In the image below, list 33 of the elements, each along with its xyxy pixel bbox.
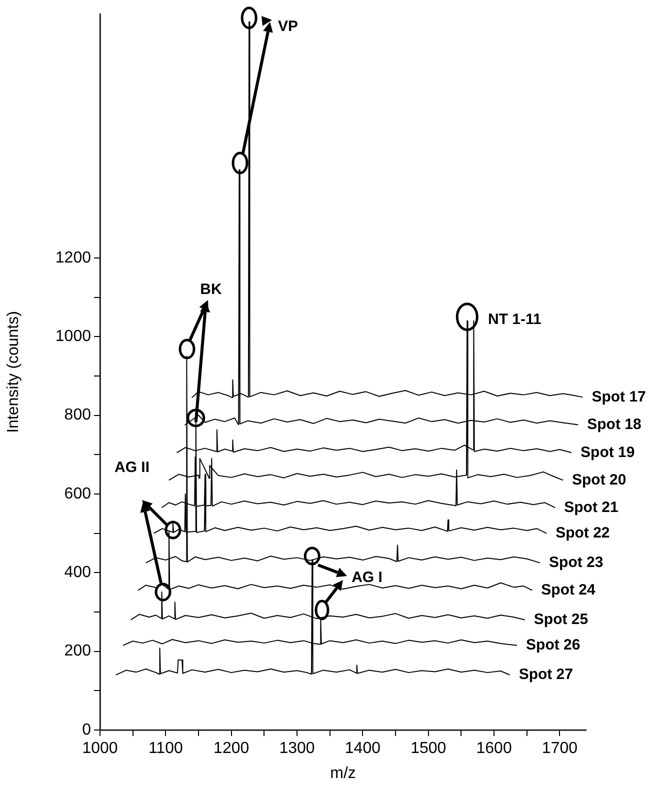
series-label: Spot 20	[572, 471, 626, 488]
series-label: Spot 22	[556, 524, 610, 542]
series-label: Spot 27	[518, 666, 574, 684]
series-label: Spot 19	[580, 444, 635, 461]
series-label: Spot 23	[549, 554, 604, 571]
y-tick-label: 400	[64, 564, 92, 582]
annotation: BK	[200, 281, 222, 298]
annotation: NT 1-11	[488, 311, 542, 328]
y-tick-label: 200	[64, 642, 92, 660]
x-tick-label: 1100	[148, 740, 183, 758]
annotation: AG I	[352, 569, 382, 586]
x-tick-label: 1700	[542, 740, 578, 758]
x-tick-label: 1400	[344, 740, 381, 758]
y-tick-label: 800	[64, 406, 92, 424]
y-tick-label: 1000	[55, 328, 92, 345]
x-tick-label: 1200	[214, 740, 250, 758]
y-tick-label: 0	[82, 721, 92, 738]
x-axis-title: m/z	[330, 764, 356, 782]
annotation: AG II	[114, 459, 150, 476]
series-label: Spot 17	[592, 388, 646, 406]
series-label: Spot 26	[526, 636, 580, 654]
series-label: Spot 18	[587, 416, 642, 433]
series-label: Spot 24	[541, 581, 596, 598]
y-axis-title: Intensity (counts)	[5, 311, 22, 433]
x-tick-label: 1600	[476, 740, 512, 758]
series-label: Spot 21	[564, 498, 618, 516]
x-tick-label: 1000	[82, 740, 118, 758]
series-label: Spot 25	[534, 610, 588, 628]
x-tick-label: 1300	[279, 740, 315, 758]
y-tick-label: 600	[64, 485, 92, 502]
x-tick-label: 1500	[410, 740, 446, 758]
y-tick-label: 1200	[55, 249, 92, 266]
annotation: VP	[278, 18, 298, 36]
